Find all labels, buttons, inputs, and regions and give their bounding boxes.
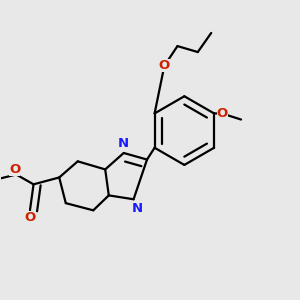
Text: O: O xyxy=(24,211,36,224)
Text: N: N xyxy=(118,137,129,150)
Text: O: O xyxy=(217,107,228,120)
Text: O: O xyxy=(9,163,20,176)
Text: O: O xyxy=(159,59,170,72)
Text: N: N xyxy=(132,202,143,214)
